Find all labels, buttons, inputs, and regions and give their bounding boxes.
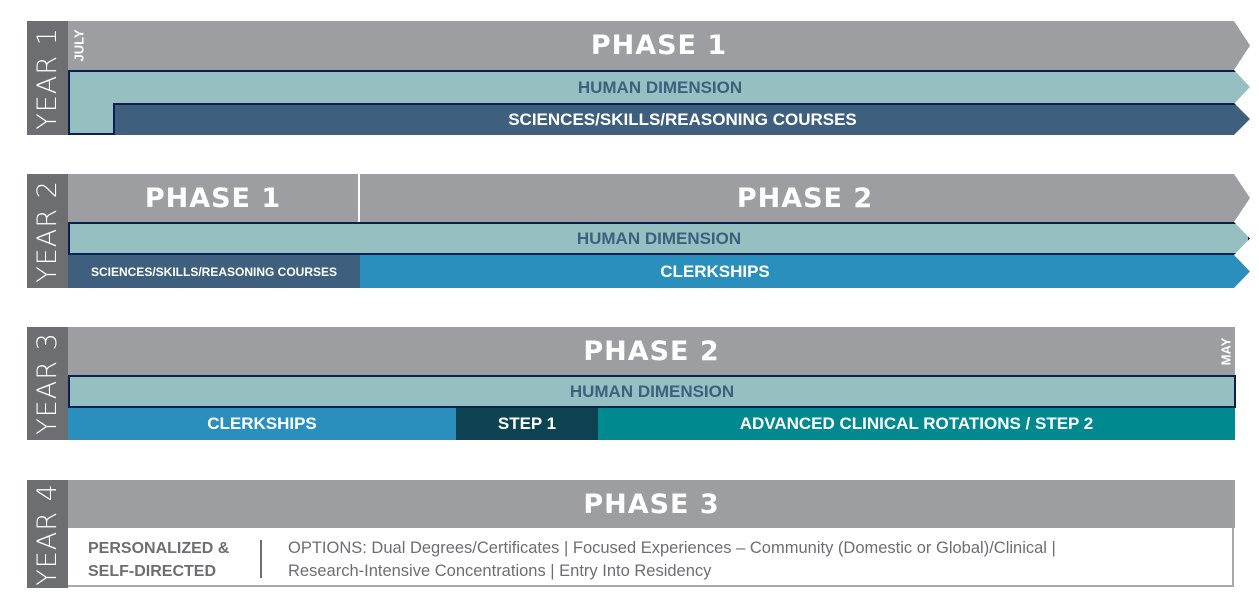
personalized-label: PERSONALIZED & SELF-DIRECTED — [88, 540, 230, 580]
year-2-label: YEAR 2 — [27, 174, 68, 288]
year-1-human-dimension: HUMAN DIMENSION — [68, 70, 1250, 104]
year-2-human-dimension: HUMAN DIMENSION — [68, 222, 1250, 255]
step-1-bar: STEP 1 — [456, 408, 598, 440]
year-3-phase-band: PHASE 2 — [68, 327, 1235, 375]
phase-label: PHASE 1 — [590, 30, 728, 61]
year-1-sciences-bar: SCIENCES/SKILLS/REASONING COURSES — [113, 103, 1250, 135]
year-2-sciences-bar: SCIENCES/SKILLS/REASONING COURSES — [68, 255, 360, 288]
year-2-phase-1: PHASE 1 — [68, 174, 358, 222]
year-1-phase-band: PHASE 1 — [68, 21, 1250, 70]
options-text: OPTIONS: Dual Degrees/Certificates | Foc… — [288, 539, 1056, 580]
year-4-phase-band: PHASE 3 — [68, 480, 1235, 528]
year-2-phase-2: PHASE 2 — [360, 174, 1250, 222]
year-4-options-box: PERSONALIZED & SELF-DIRECTED OPTIONS: Dua… — [68, 528, 1234, 587]
year-3-clerkships-bar: CLERKSHIPS — [68, 408, 456, 440]
divider — [260, 540, 262, 578]
year-2-clerkships-bar: CLERKSHIPS — [360, 255, 1250, 288]
year-3-human-dimension: HUMAN DIMENSION — [68, 375, 1236, 408]
advanced-rotations-bar: ADVANCED CLINICAL ROTATIONS / STEP 2 — [598, 408, 1235, 440]
year-1-label: YEAR 1 — [27, 21, 68, 135]
year-4-label: YEAR 4 — [27, 480, 68, 588]
may-marker: MAY — [1218, 337, 1234, 365]
year-3-label: YEAR 3 — [27, 327, 68, 440]
july-marker: JULY — [71, 28, 87, 62]
